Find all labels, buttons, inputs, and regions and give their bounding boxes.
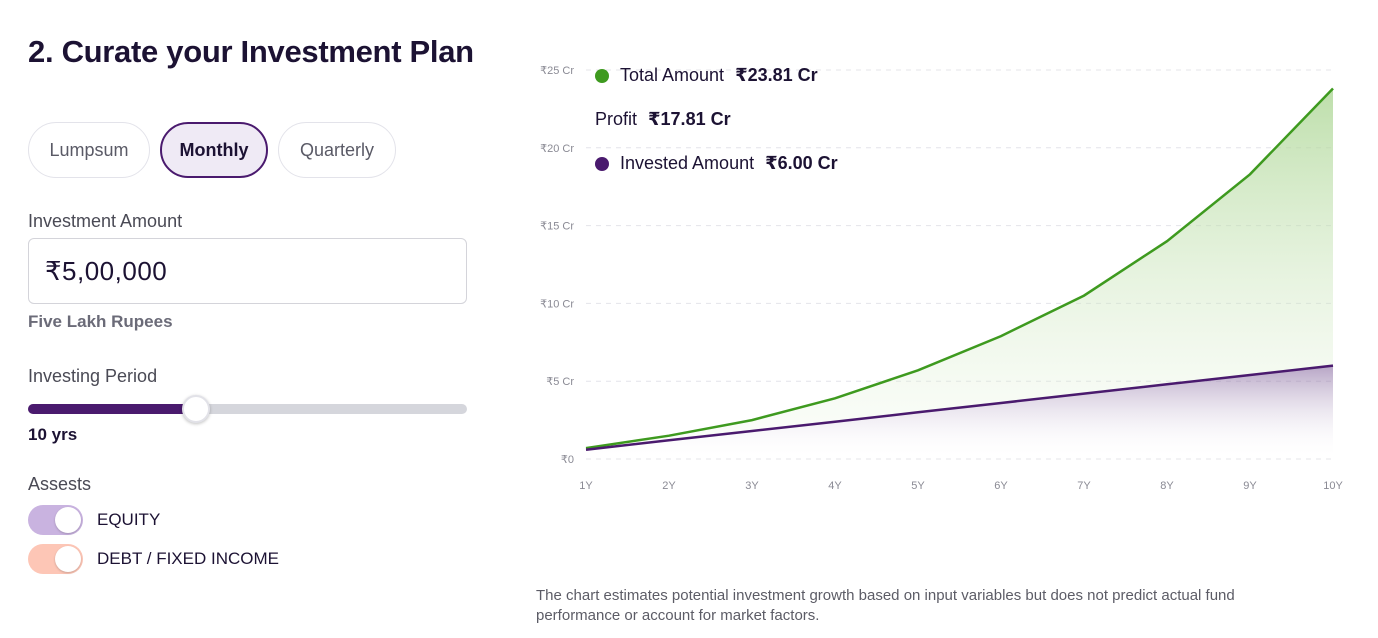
total-label: Total Amount xyxy=(620,65,725,85)
profit-area xyxy=(586,88,1333,450)
profit-label: Profit xyxy=(595,109,638,129)
frequency-monthly-button[interactable]: Monthly xyxy=(160,122,268,178)
chart-disclaimer: The chart estimates potential investment… xyxy=(536,587,1235,624)
investing-period-value: 10 yrs xyxy=(28,425,78,444)
slider-thumb[interactable] xyxy=(182,395,210,423)
asset-row-equity: EQUITY xyxy=(28,505,160,535)
x-tick-label: 7Y xyxy=(1077,480,1091,492)
y-tick-label: ₹25 Cr xyxy=(540,65,574,77)
y-tick-label: ₹20 Cr xyxy=(540,143,574,155)
legend-total: Total Amount ₹23.81 Cr xyxy=(595,65,818,86)
x-tick-label: 1Y xyxy=(579,480,593,492)
x-tick-label: 10Y xyxy=(1323,480,1343,492)
debt-label: DEBT / FIXED INCOME xyxy=(97,549,279,568)
x-tick-label: 3Y xyxy=(745,480,759,492)
toggle-knob xyxy=(55,507,81,533)
investment-amount-label: Investment Amount xyxy=(28,211,183,231)
total-amount-line xyxy=(585,87,1334,450)
page-title: 2. Curate your Investment Plan xyxy=(28,34,474,69)
investment-amount-input[interactable]: ₹5,00,000 xyxy=(28,238,467,304)
asset-row-debt: DEBT / FIXED INCOME xyxy=(28,544,279,574)
investment-amount-in-words: Five Lakh Rupees xyxy=(28,312,173,331)
x-tick-label: 5Y xyxy=(911,480,925,492)
frequency-selector: Lumpsum Monthly Quarterly xyxy=(28,122,396,178)
y-tick-label: ₹0 xyxy=(561,454,574,466)
x-tick-label: 2Y xyxy=(662,480,676,492)
invested-label: Invested Amount xyxy=(620,153,755,173)
toggle-knob xyxy=(55,546,81,572)
y-tick-label: ₹5 Cr xyxy=(546,376,574,388)
profit-value: ₹17.81 Cr xyxy=(648,109,731,129)
y-tick-label: ₹15 Cr xyxy=(540,221,574,233)
total-value: ₹23.81 Cr xyxy=(735,65,818,85)
investing-period-slider[interactable] xyxy=(28,395,467,423)
legend-invested: Invested Amount ₹6.00 Cr xyxy=(595,153,838,174)
x-tick-label: 9Y xyxy=(1243,480,1257,492)
debt-toggle[interactable] xyxy=(28,544,83,574)
x-tick-label: 4Y xyxy=(828,480,842,492)
x-tick-label: 8Y xyxy=(1160,480,1174,492)
growth-chart: ₹0 ₹5 Cr ₹10 Cr ₹15 Cr ₹20 Cr ₹25 Cr 1Y 2Y 3Y 4Y 5… xyxy=(540,65,1343,492)
legend-profit: Profit ₹17.81 Cr xyxy=(595,109,731,130)
invested-dot-icon xyxy=(595,156,609,171)
assets-label: Assests xyxy=(28,474,92,494)
frequency-quarterly-button[interactable]: Quarterly xyxy=(278,122,396,178)
invested-area xyxy=(586,365,1333,459)
x-tick-label: 6Y xyxy=(994,480,1008,492)
equity-label: EQUITY xyxy=(97,510,161,529)
investing-period-label: Investing Period xyxy=(28,366,158,386)
frequency-lumpsum-button[interactable]: Lumpsum xyxy=(28,122,150,178)
slider-fill xyxy=(28,404,196,414)
equity-toggle[interactable] xyxy=(28,505,83,535)
total-dot-icon xyxy=(595,68,609,83)
invested-amount-line xyxy=(585,364,1334,451)
y-tick-label: ₹10 Cr xyxy=(540,298,574,310)
invested-value: ₹6.00 Cr xyxy=(765,153,838,173)
